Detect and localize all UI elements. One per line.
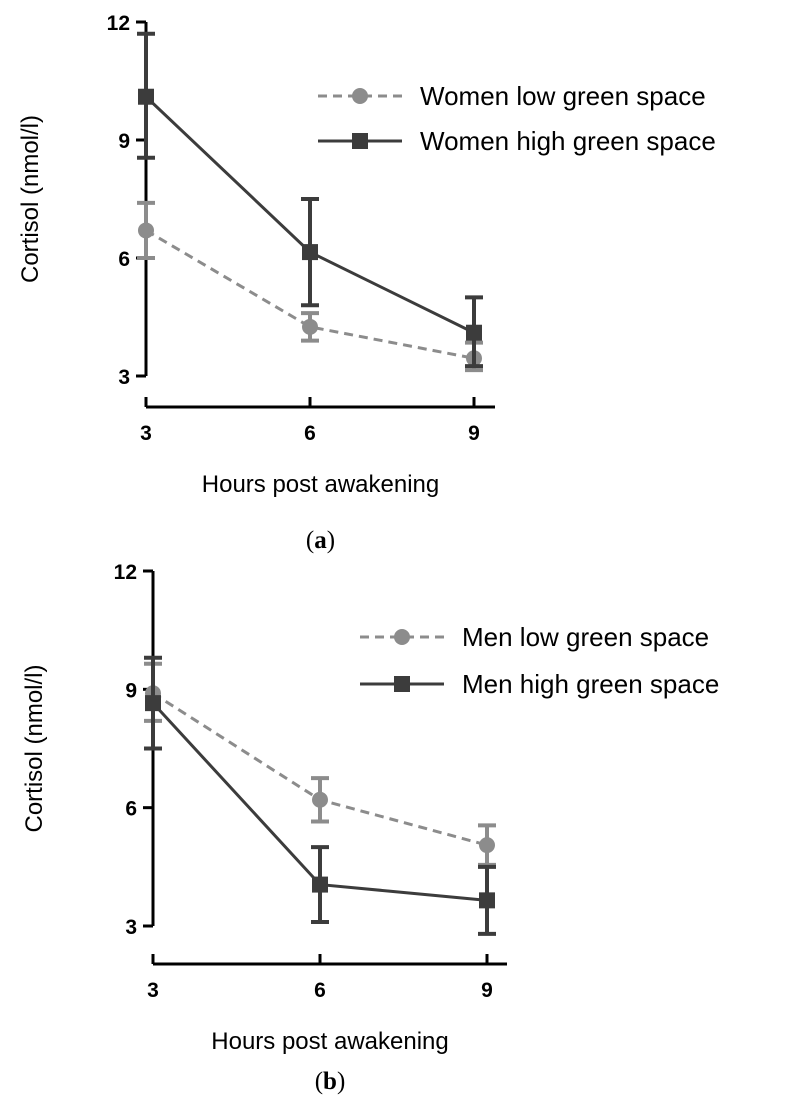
data-point — [302, 318, 318, 335]
x-tick-label: 3 — [147, 979, 159, 1002]
legend-marker — [352, 88, 368, 104]
series-high-green-space — [137, 31, 483, 369]
x-tick-label: 3 — [140, 422, 152, 445]
legend-entry: Women low green space — [318, 81, 706, 111]
x-tick-label: 6 — [314, 979, 326, 1002]
x-tick-label: 9 — [481, 979, 493, 1002]
series-line — [145, 229, 475, 360]
legend-entry: Men low green space — [360, 622, 709, 652]
legend-marker — [394, 629, 410, 645]
y-tick-label: 12 — [114, 561, 137, 584]
x-axis-title: Hours post awakening — [202, 471, 439, 498]
y-axis-title: Cortisol (nmol/l) — [21, 664, 48, 832]
series-low-green-space — [137, 200, 483, 373]
x-axis-title: Hours post awakening — [211, 1028, 448, 1055]
data-point — [466, 324, 482, 341]
series-low-green-space — [144, 661, 496, 867]
data-point — [312, 791, 328, 808]
y-tick-label: 12 — [107, 12, 130, 35]
y-tick-label: 9 — [118, 130, 130, 153]
y-tick-label: 9 — [125, 679, 137, 702]
legend-label: Women high green space — [420, 126, 716, 156]
panel-caption: (b) — [315, 1068, 346, 1095]
legend-marker — [352, 133, 368, 149]
y-axis-title: Cortisol (nmol/l) — [17, 115, 44, 283]
data-point — [479, 892, 495, 909]
x-tick-label: 6 — [304, 422, 316, 445]
series-high-green-space — [144, 655, 496, 936]
legend-entry: Women high green space — [318, 126, 716, 156]
data-point — [312, 876, 328, 893]
y-tick-label: 3 — [125, 916, 137, 939]
data-point — [138, 88, 154, 105]
data-point — [302, 244, 318, 261]
legend-marker — [394, 676, 410, 692]
data-point — [479, 837, 495, 854]
x-tick-label: 9 — [468, 422, 480, 445]
panel-a: 3 6 9 12 3 6 9 Hours post awakening Cortisol (nm… — [17, 12, 716, 554]
panel-caption: (a) — [306, 527, 335, 554]
legend-label: Men high green space — [462, 669, 719, 699]
legend-label: Men low green space — [462, 622, 709, 652]
legend-entry: Men high green space — [360, 669, 719, 699]
data-point — [145, 695, 161, 712]
y-tick-label: 3 — [118, 366, 130, 389]
data-point — [138, 222, 154, 239]
y-tick-label: 6 — [118, 248, 130, 271]
y-tick-label: 6 — [125, 798, 137, 821]
legend-label: Women low green space — [420, 81, 706, 111]
panel-b: 3 6 9 12 3 6 9 Hours post awakening Cortisol (nm… — [21, 561, 719, 1095]
